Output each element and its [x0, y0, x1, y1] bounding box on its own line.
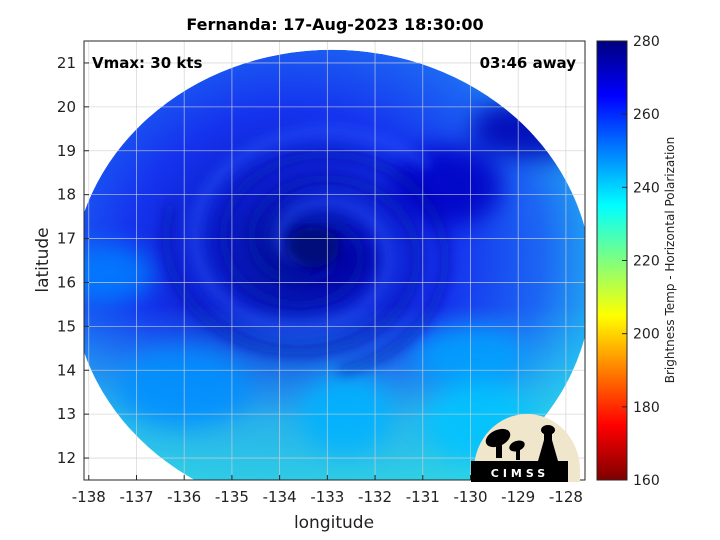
brightness-feature [84, 243, 154, 304]
brightness-feature [390, 145, 503, 226]
x-tick-label: -134 [263, 488, 297, 506]
x-tick-label: -136 [167, 488, 201, 506]
x-axis-label: longitude [294, 513, 374, 533]
plot-frame [83, 40, 586, 481]
cimss-logo: CIMSS [471, 414, 580, 482]
y-axis: 12 13 14 15 16 17 18 19 20 21 [57, 54, 89, 467]
colorbar-tick-label: 240 [633, 180, 660, 196]
y-axis-label: latitude [33, 227, 53, 292]
colorbar-tick-label: 280 [633, 34, 660, 50]
logo-text: CIMSS [491, 467, 549, 480]
time-away-annotation: 03:46 away [480, 54, 577, 72]
y-tick-label: 18 [57, 186, 76, 204]
y-tick-label: 17 [57, 230, 76, 248]
y-tick-label: 12 [57, 449, 76, 467]
x-axis: -138 -137 -136 -135 -134 -133 -132 -131 -130 -129… [72, 475, 583, 506]
x-tick-label: -135 [215, 488, 249, 506]
x-tick-label: -129 [501, 488, 535, 506]
vmax-annotation: Vmax: 30 kts [92, 54, 202, 72]
colorbar-tick-label: 200 [633, 327, 660, 343]
y-tick-label: 15 [57, 317, 76, 335]
x-tick-label: -130 [453, 488, 487, 506]
x-tick-label: -133 [310, 488, 344, 506]
x-tick-label: -128 [549, 488, 583, 506]
chart-title: Fernanda: 17-Aug-2023 18:30:00 [186, 15, 483, 34]
y-tick-label: 16 [57, 273, 76, 291]
y-tick-label: 13 [57, 405, 76, 423]
storm-center [287, 227, 340, 268]
x-tick-label: -131 [406, 488, 440, 506]
grid [84, 41, 585, 480]
y-tick-label: 21 [57, 54, 76, 72]
colorbar-label: Brightness Temp - Horizontal Polarizatio… [663, 137, 677, 384]
x-tick-label: -137 [119, 488, 153, 506]
colorbar: 160 180 200 220 240 260 280 Brightness Temp - … [596, 34, 677, 489]
y-tick-label: 20 [57, 98, 76, 116]
y-tick-label: 14 [57, 361, 76, 379]
colorbar-tick-label: 260 [633, 107, 660, 123]
y-tick-label: 19 [57, 142, 76, 160]
x-tick-label: -138 [72, 488, 106, 506]
x-tick-label: -132 [358, 488, 392, 506]
colorbar-tick-label: 160 [633, 473, 660, 489]
colorbar-ticks: 160 180 200 220 240 260 280 [622, 34, 660, 489]
colorbar-tick-label: 220 [633, 254, 660, 270]
colorbar-tick-label: 180 [633, 400, 660, 416]
